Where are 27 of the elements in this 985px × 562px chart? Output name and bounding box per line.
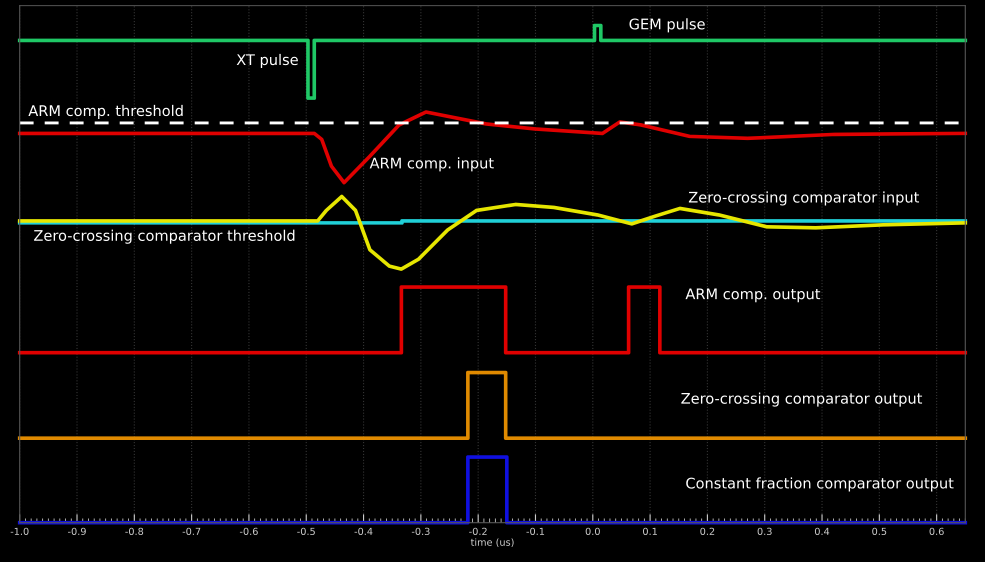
x-tick-label: 0.5 — [872, 528, 886, 536]
x-tick-label: -0.4 — [354, 528, 372, 536]
x-tick-label: -0.6 — [240, 528, 258, 536]
series-label: ARM comp. output — [686, 288, 820, 302]
annotation: XT pulse — [236, 54, 298, 68]
x-tick-label: -1.0 — [10, 528, 29, 536]
x-tick-label: -0.9 — [68, 528, 86, 536]
text: Zero-crossing comparator output — [681, 392, 922, 407]
x-axis-title: time (us) — [470, 538, 514, 547]
x-tick-label: 0.4 — [814, 528, 830, 536]
x-tick-label: -0.5 — [297, 528, 315, 536]
x-tick-label: -0.8 — [125, 528, 144, 536]
x-tick-label: -0.1 — [526, 528, 544, 536]
ref-line-label: ARM comp. threshold — [28, 104, 183, 119]
x-tick-label: -0.3 — [412, 528, 430, 536]
series-label: Zero-crossing comparator input — [688, 191, 920, 206]
annotation: GEM pulse — [629, 18, 705, 32]
x-tick-label: 0.3 — [758, 528, 772, 536]
x-tick-label: -0.7 — [182, 528, 200, 536]
x-tick-label: -0.2 — [469, 528, 487, 536]
x-tick-label: 0.6 — [930, 528, 944, 536]
series-label: ARM comp. input — [370, 157, 494, 172]
series-label: Zero-crossing comparator threshold — [34, 230, 294, 244]
x-tick-label: 0.2 — [700, 528, 714, 536]
text: Constant fraction comparator output — [686, 477, 954, 492]
x-tick-label: 0.1 — [643, 528, 657, 536]
x-tick-label: 0.0 — [586, 528, 600, 536]
